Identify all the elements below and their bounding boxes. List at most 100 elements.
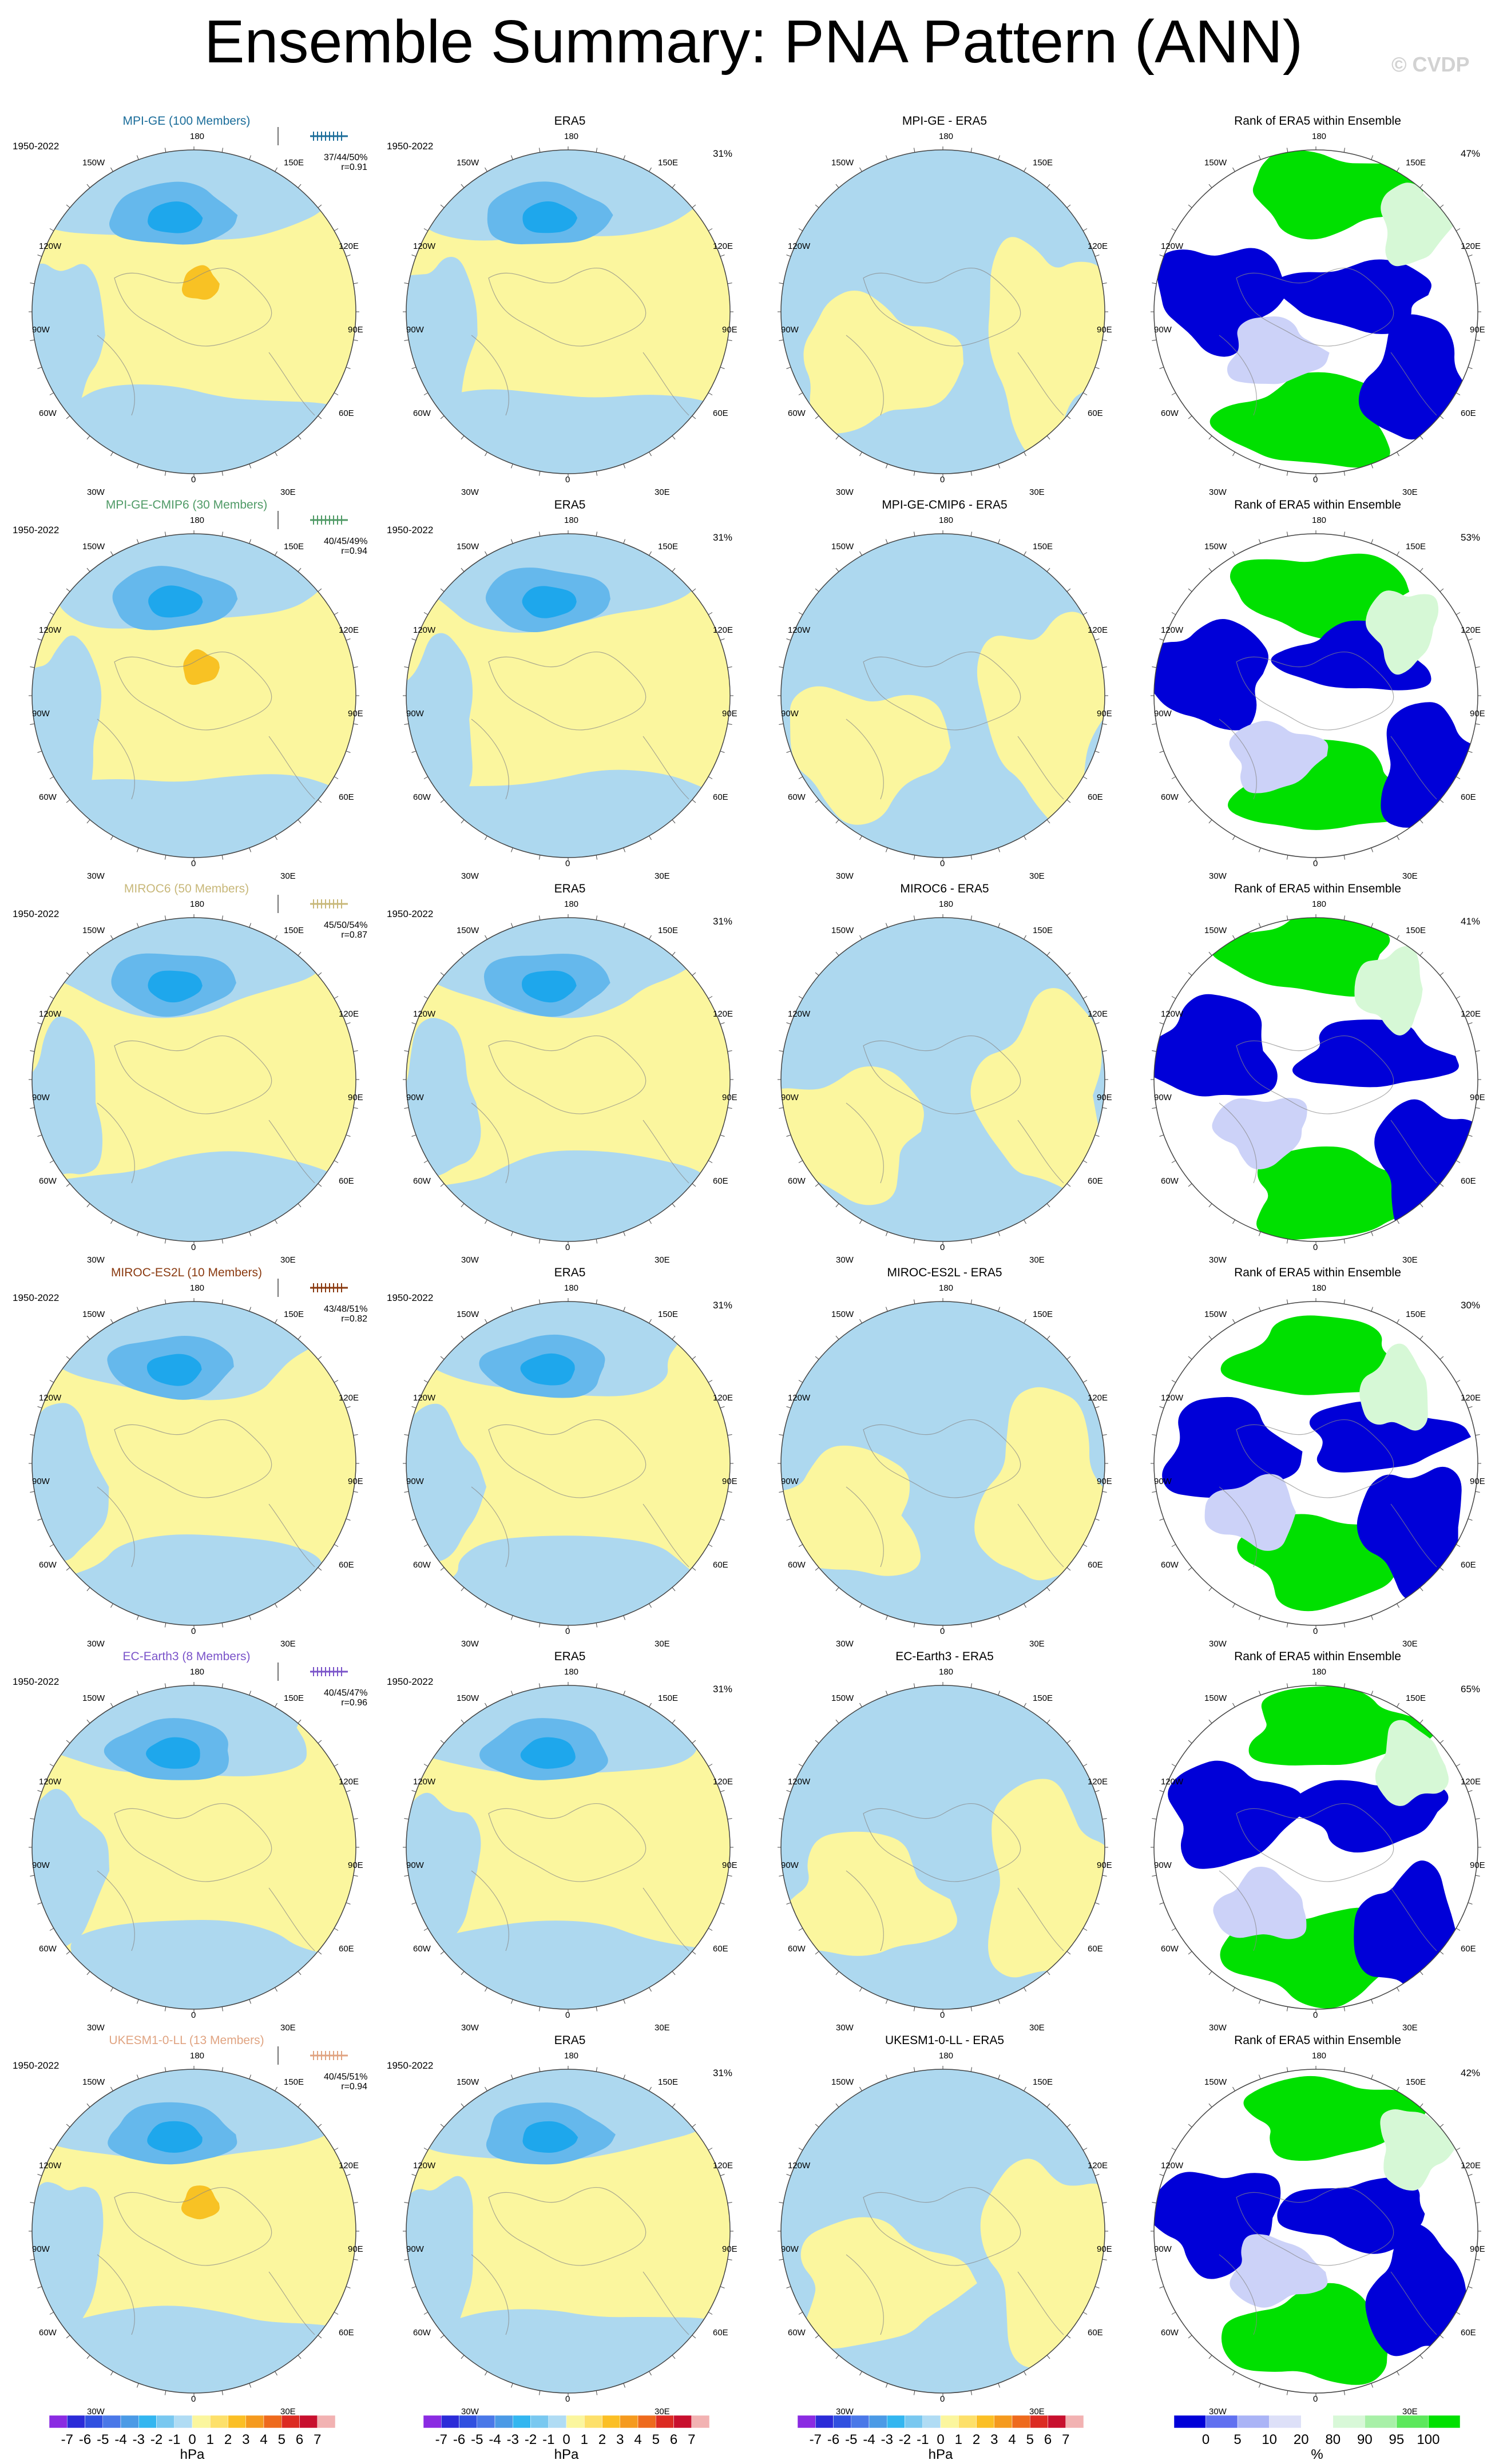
map-label-r2: 90E bbox=[722, 709, 737, 719]
model-panel: UKESM1-0-LL (13 Members) 1950-2022 40/45/5… bbox=[9, 2034, 382, 2417]
map-label-r3: 60E bbox=[339, 2328, 354, 2338]
rank-region bbox=[1359, 1343, 1428, 1431]
model-title: MPI-GE (100 Members) bbox=[122, 114, 251, 128]
coastlines bbox=[97, 1803, 315, 1951]
rank-region bbox=[1309, 1401, 1472, 1473]
map-label-l1: 120W bbox=[1161, 1009, 1184, 1019]
map-label-bottom: 0 bbox=[940, 1243, 945, 1252]
variance-pct: 31% bbox=[713, 148, 733, 159]
rank-region bbox=[1243, 2076, 1430, 2161]
pattern-stats: 40/45/47% bbox=[324, 1688, 368, 1698]
era5-panel: ERA5 1950-2022 31% 180 0 150W 150E 120W 120E 90W 9… bbox=[383, 2034, 756, 2417]
era5-title: ERA5 bbox=[554, 114, 586, 128]
colorbar-swatch bbox=[49, 2415, 68, 2429]
map-label-r1: 120E bbox=[1461, 1009, 1481, 1019]
map-label-ur: 150E bbox=[1406, 158, 1426, 168]
map-label-lr: 30E bbox=[655, 2407, 670, 2417]
pattern-stats: 45/50/54% bbox=[324, 920, 368, 930]
map-label-l1: 120W bbox=[1161, 241, 1184, 251]
model-panel: MPI-GE-CMIP6 (30 Members) 1950-2022 40/45/… bbox=[9, 498, 382, 881]
pattern-stats: 37/44/50% bbox=[324, 153, 368, 162]
colorbar-swatch bbox=[1030, 2415, 1048, 2429]
colorbar-tick: 4 bbox=[634, 2432, 641, 2447]
era5-panel: ERA5 1950-2022 31% 180 0 150W 150E 120W 120E 90W 9… bbox=[383, 498, 756, 881]
map-label-r3: 60E bbox=[713, 1176, 728, 1186]
map-label-r2: 90E bbox=[1097, 1093, 1112, 1102]
map-label-top: 180 bbox=[1312, 899, 1327, 909]
colorbar-swatch bbox=[85, 2415, 103, 2429]
map-label-r1: 120E bbox=[713, 1393, 733, 1403]
colorbar-swatch bbox=[833, 2415, 851, 2429]
map-label-ll: 30W bbox=[836, 871, 854, 881]
colorbar-swatch bbox=[120, 2415, 139, 2429]
map-label-ur: 150E bbox=[1406, 1693, 1426, 1703]
colorbar-tick: 2 bbox=[598, 2432, 606, 2447]
map-label-ll: 30W bbox=[461, 871, 479, 881]
map-label-l3: 60W bbox=[1161, 408, 1179, 418]
map-label-bottom: 0 bbox=[565, 475, 570, 485]
pattern-correlation: r=0.94 bbox=[341, 2082, 367, 2092]
map-label-l1: 120W bbox=[39, 1009, 62, 1019]
map-label-top: 180 bbox=[1312, 1283, 1327, 1293]
colorbar-tick: -1 bbox=[168, 2432, 180, 2447]
era5-panel: ERA5 1950-2022 31% 180 0 150W 150E 120W 120E 90W 9… bbox=[383, 1650, 756, 2033]
map-label-l3: 60W bbox=[788, 408, 806, 418]
coastlines bbox=[846, 1035, 1064, 1184]
map-label-bottom: 0 bbox=[940, 2010, 945, 2020]
map-label-ul: 150W bbox=[831, 1310, 854, 1319]
rank-title: Rank of ERA5 within Ensemble bbox=[1234, 114, 1401, 128]
colorbar-swatch bbox=[459, 2415, 477, 2429]
map-label-r1: 120E bbox=[1088, 1393, 1108, 1403]
map-label-l2: 90W bbox=[32, 325, 50, 335]
period-label: 1950-2022 bbox=[387, 2060, 434, 2071]
map-label-ll: 30W bbox=[87, 2407, 105, 2417]
rank-region bbox=[1168, 1760, 1304, 1869]
map-label-ur: 150E bbox=[1033, 926, 1053, 935]
rank-polar-map bbox=[1151, 1682, 1481, 2013]
colorbar-swatch bbox=[602, 2415, 620, 2429]
diff-polar-map bbox=[778, 2066, 1108, 2396]
period-label: 1950-2022 bbox=[13, 2060, 60, 2071]
map-label-ul: 150W bbox=[1204, 926, 1227, 935]
difference-title: MPI-GE-CMIP6 - ERA5 bbox=[882, 498, 1008, 511]
map-label-r2: 90E bbox=[722, 1860, 737, 1870]
map-label-ll: 30W bbox=[461, 487, 479, 497]
map-label-l1: 120W bbox=[1161, 1777, 1184, 1787]
map-label-r2: 90E bbox=[722, 1093, 737, 1102]
map-label-ur: 150E bbox=[284, 1693, 304, 1703]
map-label-bottom: 0 bbox=[1313, 1626, 1318, 1636]
map-label-r3: 60E bbox=[339, 1176, 354, 1186]
map-label-ll: 30W bbox=[461, 1255, 479, 1265]
colorbar-tick: 7 bbox=[688, 2432, 695, 2447]
map-label-r2: 90E bbox=[722, 1477, 737, 1486]
colorbar-tick: 6 bbox=[670, 2432, 677, 2447]
colorbar-unit: hPa bbox=[554, 2447, 579, 2462]
rank-region bbox=[1213, 1866, 1307, 1939]
model-panel: MPI-GE (100 Members) 1950-2022 37/44/50% r=… bbox=[9, 114, 382, 497]
map-label-r2: 90E bbox=[348, 1477, 363, 1486]
map-label-top: 180 bbox=[1312, 132, 1327, 141]
map-label-lr: 30E bbox=[1029, 1639, 1045, 1649]
model-polar-map bbox=[29, 2066, 359, 2396]
model-panel: EC-Earth3 (8 Members) 1950-2022 40/45/47% r… bbox=[9, 1650, 382, 2033]
map-label-ur: 150E bbox=[1033, 1310, 1053, 1319]
difference-title: EC-Earth3 - ERA5 bbox=[895, 1650, 994, 1663]
era5-title: ERA5 bbox=[554, 882, 586, 895]
period-label: 1950-2022 bbox=[387, 141, 434, 152]
model-panel: MIROC-ES2L (10 Members) 1950-2022 43/48/51… bbox=[9, 1266, 382, 1649]
map-label-ur: 150E bbox=[1033, 158, 1053, 168]
pattern-correlation: r=0.87 bbox=[341, 930, 367, 940]
coastlines bbox=[97, 2187, 315, 2335]
colorbar-swatch bbox=[1300, 2415, 1334, 2429]
map-label-top: 180 bbox=[939, 515, 954, 525]
map-label-r2: 90E bbox=[348, 1093, 363, 1102]
map-label-r2: 90E bbox=[1097, 2244, 1112, 2254]
rank-region bbox=[1227, 316, 1330, 384]
difference-panel: EC-Earth3 - ERA5 180 0 150W 150E 120W 120E 90W 9… bbox=[758, 1650, 1131, 2033]
rank-polar-map bbox=[1151, 530, 1481, 861]
map-label-r2: 90E bbox=[1470, 325, 1485, 335]
rank-region bbox=[1209, 372, 1390, 468]
map-label-lr: 30E bbox=[655, 1255, 670, 1265]
map-label-l2: 90W bbox=[1154, 709, 1172, 719]
colorbar-tick: -4 bbox=[489, 2432, 501, 2447]
